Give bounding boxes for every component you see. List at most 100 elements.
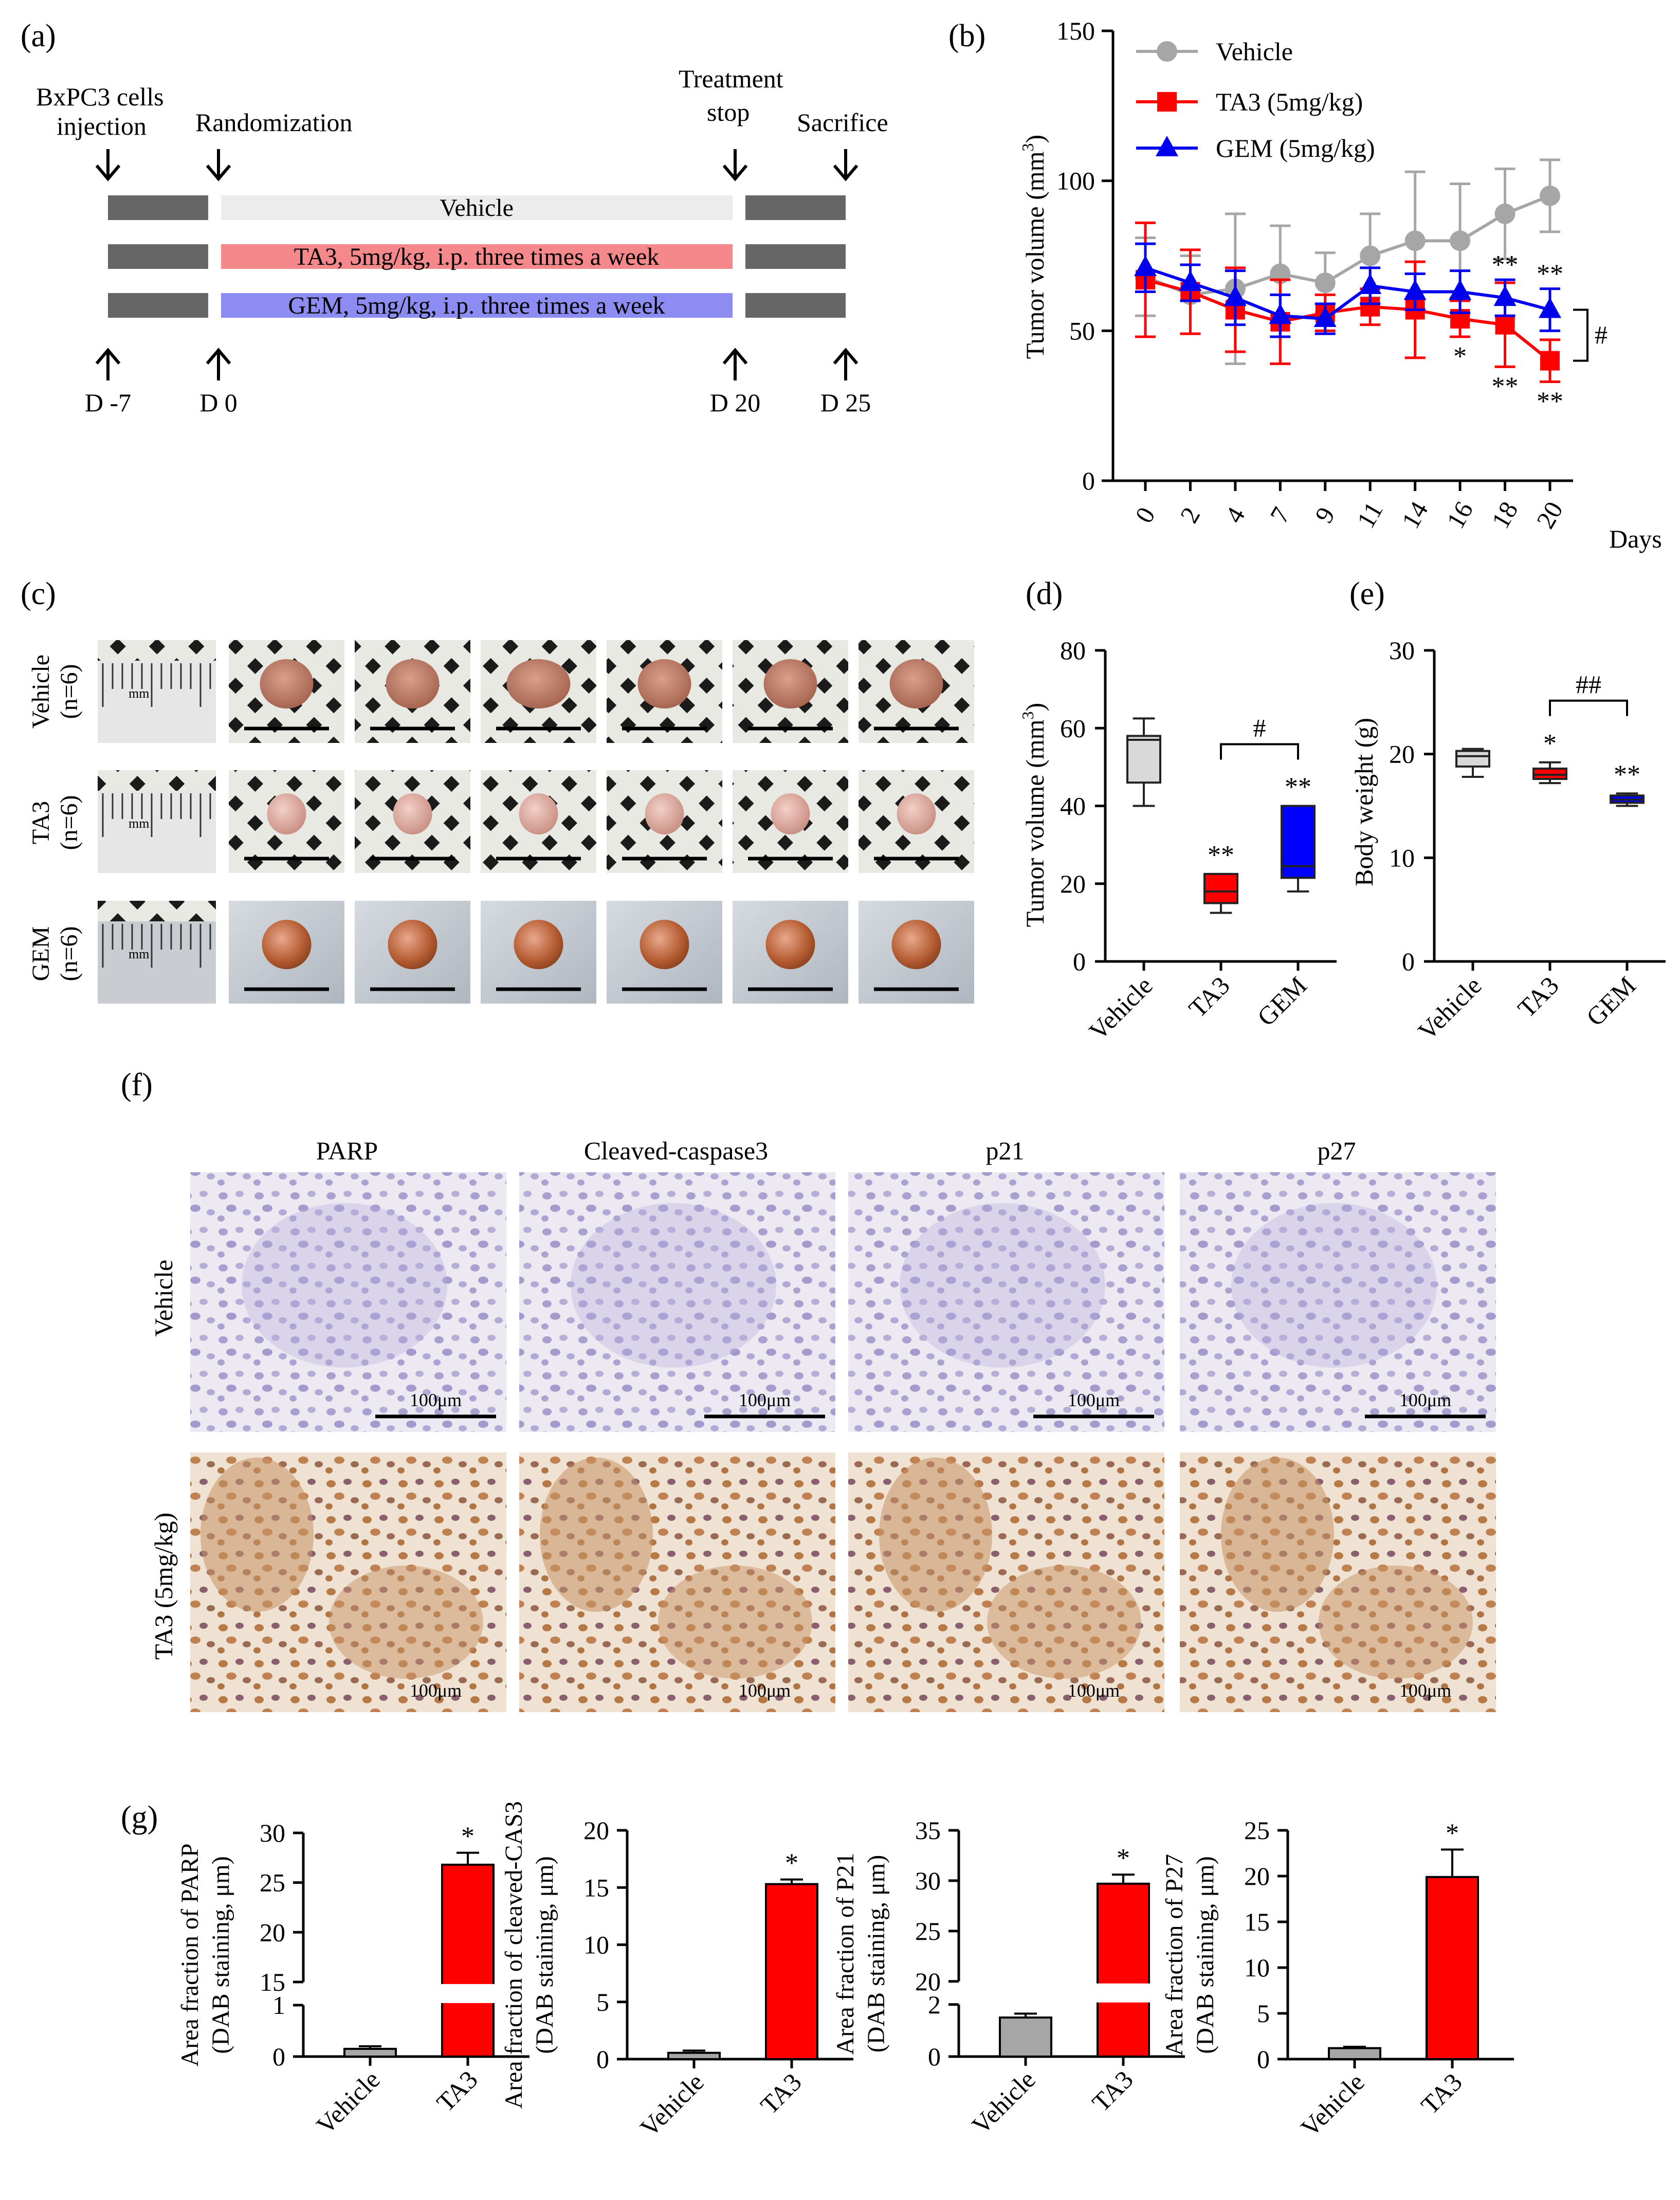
photo-row-vehicle-name: Vehicle bbox=[27, 654, 54, 729]
b-point bbox=[1493, 285, 1517, 306]
b-sig-above: ** bbox=[1537, 260, 1563, 289]
photo-row-gem-n: (n=6) bbox=[56, 926, 83, 981]
photo-row-ta3-name: TA3 bbox=[27, 801, 54, 844]
chart-e-xtick-label: TA3 bbox=[1512, 971, 1564, 1023]
ihc-scale-label: 100μm bbox=[410, 1680, 462, 1701]
ihc-tissue-region bbox=[571, 1203, 776, 1368]
up-arrows bbox=[95, 348, 859, 380]
g3-bar bbox=[999, 2016, 1052, 2058]
g4-ytick-label: 0 bbox=[1257, 2045, 1270, 2074]
chart-d-xtick-label: GEM bbox=[1252, 971, 1312, 1031]
g2-xtick-label: TA3 bbox=[755, 2067, 807, 2120]
b-sig-below: ** bbox=[1537, 387, 1563, 416]
timeline-panel: BxPC3 cells injection Randomization Trea… bbox=[36, 64, 888, 417]
b-xtick-label: 4 bbox=[1219, 502, 1251, 528]
ihc-stained-region bbox=[329, 1566, 483, 1679]
day-25: D 25 bbox=[820, 388, 871, 417]
event-injection: injection bbox=[57, 112, 147, 140]
day-0: D 0 bbox=[199, 388, 238, 417]
tumor-specimen bbox=[771, 793, 810, 834]
b-point bbox=[1313, 306, 1337, 327]
tumor-specimen bbox=[262, 920, 312, 969]
ruler-unit-label: mm bbox=[129, 947, 149, 961]
ihc-stained-region bbox=[200, 1458, 314, 1612]
g1-ylabel-1: Area fraction of PARP bbox=[176, 1843, 204, 2066]
ihc-col-caspase3: Cleaved-caspase3 bbox=[584, 1136, 768, 1165]
prerun-bar-1 bbox=[108, 195, 208, 220]
tumor-specimen bbox=[640, 920, 689, 969]
ihc-scale-label: 100μm bbox=[739, 1390, 791, 1410]
g3-bar bbox=[1097, 1882, 1150, 2058]
chart-d-sig: ** bbox=[1285, 773, 1311, 802]
ihc-stained-region bbox=[540, 1458, 653, 1612]
b-xtick-label: 0 bbox=[1129, 502, 1161, 528]
b-sig-below: * bbox=[1453, 342, 1467, 371]
d-ylabel-main: Tumor volume (mm bbox=[1020, 719, 1049, 927]
g1-bar bbox=[441, 1863, 495, 2058]
b-ytick-label: 0 bbox=[1082, 466, 1095, 495]
g4-sig: * bbox=[1446, 1819, 1459, 1848]
b-ylabel-sup: 3 bbox=[1018, 143, 1037, 151]
g2-ytick-label: 10 bbox=[583, 1931, 609, 1959]
chart-d-sig: ** bbox=[1208, 841, 1234, 870]
b-point bbox=[1360, 245, 1381, 266]
chart-e-sig: * bbox=[1543, 729, 1557, 758]
g4-ytick-label: 20 bbox=[1244, 1862, 1270, 1890]
b-xtick-label: 14 bbox=[1396, 497, 1433, 533]
g4-bar bbox=[1328, 2047, 1381, 2060]
b-sig-bracket bbox=[1573, 308, 1588, 362]
tumor-specimen bbox=[267, 793, 306, 834]
g1-bar bbox=[343, 2047, 397, 2058]
b-ylabel-main: Tumor volume (mm bbox=[1020, 151, 1049, 359]
chart-d-ytick-label: 80 bbox=[1060, 636, 1086, 665]
b-ytick-label: 50 bbox=[1069, 316, 1095, 345]
b-legend-marker bbox=[1156, 136, 1178, 156]
ihc-scale-label: 100μm bbox=[1068, 1390, 1120, 1410]
g4-ytick-label: 25 bbox=[1244, 1816, 1270, 1845]
ihc-image bbox=[190, 1172, 506, 1432]
chart-e-box bbox=[1532, 767, 1567, 780]
ihc-stained-region bbox=[879, 1458, 992, 1612]
day-20: D 20 bbox=[710, 388, 761, 417]
g2-ytick-label: 0 bbox=[596, 2045, 609, 2074]
ihc-image bbox=[848, 1172, 1164, 1432]
vehicle-bar bbox=[221, 195, 733, 220]
ihc-scale-label: 100μm bbox=[1399, 1680, 1451, 1701]
b-ytick-label: 150 bbox=[1056, 16, 1095, 45]
g4-ytick-label: 10 bbox=[1244, 1953, 1270, 1982]
ihc-stained-region bbox=[1221, 1458, 1334, 1612]
tumor-specimen bbox=[386, 659, 440, 708]
tumor-specimen bbox=[637, 659, 691, 708]
b-series-line bbox=[1144, 194, 1551, 297]
chart-e-box bbox=[1455, 750, 1490, 768]
b-series-2 bbox=[1134, 242, 1561, 338]
d-ylabel-sup: 3 bbox=[1018, 711, 1037, 719]
g4-ytick-label: 15 bbox=[1244, 1907, 1270, 1936]
b-ylabel: Tumor volume (mm3) bbox=[1018, 135, 1049, 359]
chart-e-ytick-label: 10 bbox=[1389, 843, 1415, 872]
g3-ytick-label: 20 bbox=[915, 1967, 941, 1996]
ihc-col-parp: PARP bbox=[316, 1136, 378, 1165]
ihc-scale-label: 100μm bbox=[410, 1390, 462, 1410]
b-sig-below: ** bbox=[1492, 372, 1519, 401]
b-xtick-label: 11 bbox=[1351, 497, 1389, 533]
b-xtick-label: 7 bbox=[1264, 502, 1295, 528]
chart-d-ytick-label: 40 bbox=[1060, 792, 1086, 821]
ihc-scale-label: 100μm bbox=[739, 1680, 791, 1701]
vehicle-bar-label: Vehicle bbox=[440, 194, 514, 222]
post-bar-3 bbox=[745, 293, 846, 318]
g4-ylabel-1: Area fraction of P27 bbox=[1161, 1854, 1188, 2056]
chart-d-sig-bracket-label: # bbox=[1253, 714, 1266, 742]
event-stop: stop bbox=[707, 98, 750, 126]
ihc-image bbox=[519, 1172, 835, 1432]
chart-e-xtick-label: Vehicle bbox=[1412, 971, 1487, 1046]
post-bar-1 bbox=[745, 195, 846, 220]
b-legend-label: GEM (5mg/kg) bbox=[1216, 134, 1375, 162]
ihc-row-ta3: TA3 (5mg/kg) bbox=[149, 1513, 178, 1660]
post-bar-2 bbox=[745, 244, 846, 269]
panel-label-a: (a) bbox=[21, 19, 56, 53]
g3-sig: * bbox=[1117, 1844, 1130, 1873]
chart-d-xtick-label: TA3 bbox=[1183, 971, 1235, 1023]
e-ylabel: Body weight (g) bbox=[1349, 718, 1378, 886]
